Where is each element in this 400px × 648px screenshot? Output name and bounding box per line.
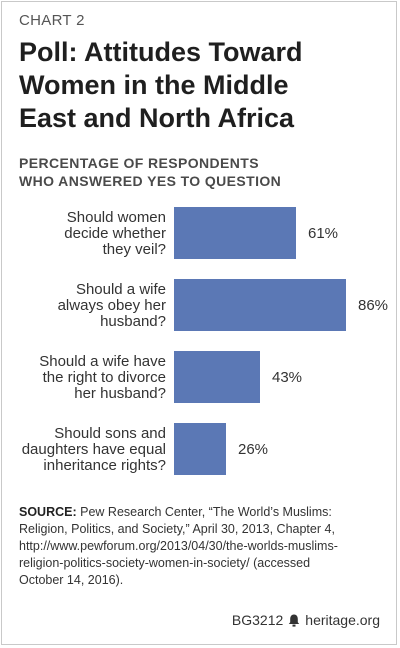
source-text-line: Pew Research Center, “The World’s Muslim… xyxy=(80,505,332,519)
source-text-line: October 14, 2016). xyxy=(19,573,124,587)
site-name: heritage.org xyxy=(305,612,380,628)
bar xyxy=(174,351,260,403)
category-label-line: her husband? xyxy=(74,385,166,402)
chart-subtitle: PERCENTAGE OF RESPONDENTS WHO ANSWERED Y… xyxy=(19,154,379,190)
bar xyxy=(174,423,226,475)
report-code: BG3212 xyxy=(231,612,284,628)
chart-subtitle-line: PERCENTAGE OF RESPONDENTS xyxy=(19,155,259,171)
category-label: Should a wife always obey her husband? xyxy=(58,281,166,330)
category-label-line: inheritance rights? xyxy=(43,457,166,474)
source-text-line: religion-politics-society-women-in-socie… xyxy=(19,556,311,570)
category-label: Should sons and daughters have equal inher… xyxy=(22,425,166,474)
category-label-line: they veil? xyxy=(103,241,166,258)
chart-kicker: CHART 2 xyxy=(19,12,85,29)
bar-value-label: 86% xyxy=(358,297,388,314)
source-note: SOURCE: Pew Research Center, “The World’… xyxy=(19,504,384,589)
bar-value-label: 43% xyxy=(272,369,302,386)
category-label-line: daughters have equal xyxy=(22,441,166,458)
bar xyxy=(174,279,346,331)
category-label-line: Should sons and xyxy=(54,425,166,442)
category-label-line: husband? xyxy=(100,313,166,330)
chart-title-line: Women in the Middle xyxy=(19,70,289,100)
chart-title-line: Poll: Attitudes Toward xyxy=(19,37,303,67)
category-label-line: Should women xyxy=(67,209,166,226)
bar-value-label: 26% xyxy=(238,441,268,458)
category-label-line: Should a wife xyxy=(76,281,166,298)
bar xyxy=(174,207,296,259)
source-text-line: Religion, Politics, and Society,” April … xyxy=(19,522,335,536)
category-label: Should women decide whether they veil? xyxy=(64,209,166,258)
bell-icon xyxy=(288,614,300,627)
footer: BG3212 heritage.org xyxy=(232,612,380,628)
category-label-line: always obey her xyxy=(58,297,166,314)
chart-subtitle-line: WHO ANSWERED YES TO QUESTION xyxy=(19,173,282,189)
category-label-line: the right to divorce xyxy=(43,369,166,386)
chart-title-line: East and North Africa xyxy=(19,103,295,133)
bar-value-label: 61% xyxy=(308,225,338,242)
chart-title: Poll: Attitudes Toward Women in the Midd… xyxy=(19,36,389,135)
category-label: Should a wife have the right to divorce he… xyxy=(39,353,166,402)
source-label: SOURCE: xyxy=(19,505,77,519)
source-text-line: http://www.pewforum.org/2013/04/30/the-w… xyxy=(19,539,338,553)
category-label-line: Should a wife have xyxy=(39,353,166,370)
category-label-line: decide whether xyxy=(64,225,166,242)
